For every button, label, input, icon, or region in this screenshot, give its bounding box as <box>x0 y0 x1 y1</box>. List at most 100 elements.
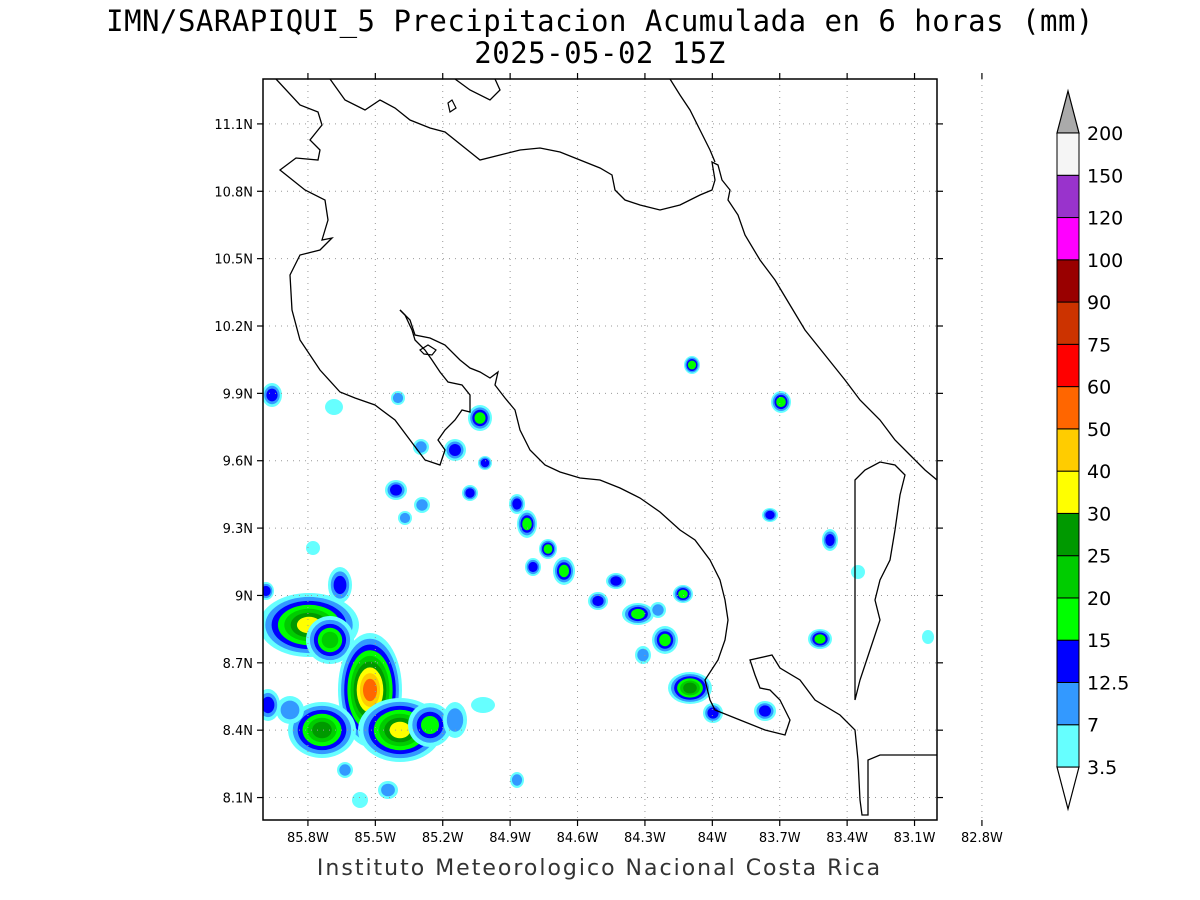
legend-swatch <box>1056 724 1080 768</box>
lat-tick-label: 11.1N <box>214 118 253 133</box>
lon-tick-label: 83.4W <box>826 831 868 846</box>
precip-contour <box>421 716 439 734</box>
precip-contour <box>522 517 532 531</box>
precipitation-field <box>263 356 934 808</box>
lat-tick-label: 10.8N <box>214 185 253 200</box>
legend-level-label: 30 <box>1087 503 1111 525</box>
legend-swatch <box>1056 217 1080 261</box>
lat-tick-label: 9.9N <box>223 387 253 402</box>
precip-contour <box>415 441 427 453</box>
precip-contour <box>558 564 570 578</box>
lon-tick-label: 85.8W <box>287 831 329 846</box>
lon-tick-label: 84.6W <box>557 831 599 846</box>
precip-contour <box>333 575 347 595</box>
precip-contour <box>543 544 553 554</box>
precip-contour <box>325 399 343 415</box>
legend-level-label: 3.5 <box>1087 757 1117 779</box>
precip-contour <box>399 512 411 524</box>
legend-level-label: 50 <box>1087 419 1111 441</box>
precip-contour <box>321 631 339 649</box>
precip-contour <box>637 648 649 662</box>
precip-contour <box>659 633 671 647</box>
lake-shore <box>454 79 501 101</box>
legend-swatch <box>1056 639 1080 683</box>
lon-tick-label: 85.2W <box>422 831 464 846</box>
legend-level-label: 120 <box>1087 208 1123 230</box>
precip-contour <box>511 774 523 786</box>
precip-contour <box>610 576 622 586</box>
legend-swatch <box>1056 174 1080 219</box>
map-axes: 11.1N 10.8N 10.5N 10.2N 9.9N 9.6N 9.3N 9N 8.7N 8.… <box>214 73 1003 846</box>
institution-credit: Instituto Meteorologico Nacional Costa R… <box>316 856 883 881</box>
precip-contour <box>263 696 275 714</box>
legend-swatch <box>1056 597 1080 641</box>
panama-border <box>854 461 906 701</box>
precip-contour <box>776 396 786 408</box>
island-north <box>447 99 457 113</box>
legend-level-label: 15 <box>1087 630 1111 652</box>
map-title: IMN/SARAPIQUI_5 Precipitacion Acumulada … <box>106 4 1094 38</box>
precip-contour <box>851 565 865 579</box>
precip-contour <box>392 392 404 404</box>
central-pacific-coastline <box>399 309 937 816</box>
precip-contour <box>381 783 395 797</box>
lon-tick-label: 84.9W <box>489 831 531 846</box>
precip-contour <box>759 705 771 717</box>
lon-tick-label: 83.1W <box>894 831 936 846</box>
lat-tick-label: 8.1N <box>223 792 253 807</box>
lat-tick-label: 8.4N <box>223 724 253 739</box>
legend-level-label: 200 <box>1087 123 1123 145</box>
precip-contour <box>825 534 835 546</box>
legend-level-label: 75 <box>1087 334 1111 356</box>
lon-tick-label: 83.7W <box>759 831 801 846</box>
legend-level-label: 100 <box>1087 250 1123 272</box>
legend-max-arrow <box>1056 88 1080 134</box>
precip-contour <box>814 634 826 644</box>
precip-contour <box>312 721 332 739</box>
lon-tick-label: 84W <box>698 831 728 846</box>
lon-tick-label: 82.8W <box>961 831 1003 846</box>
precip-contour <box>339 764 351 776</box>
legend-swatch <box>1056 132 1080 176</box>
precip-contour <box>687 360 697 370</box>
precip-contour <box>528 561 538 573</box>
lat-tick-label: 9.6N <box>223 455 253 470</box>
precip-contour <box>683 682 697 694</box>
coastline <box>275 79 937 816</box>
precip-contour <box>352 792 368 808</box>
legend-level-label: 20 <box>1087 588 1111 610</box>
caribbean-coastline <box>669 79 716 163</box>
legend-swatch <box>1056 301 1080 345</box>
precip-contour <box>474 412 486 424</box>
legend-level-label: 12.5 <box>1087 672 1129 694</box>
precip-contour <box>678 589 688 599</box>
precip-contour <box>922 630 934 644</box>
precip-contour <box>707 707 719 719</box>
precip-contour <box>512 498 522 510</box>
legend-min-arrow <box>1056 766 1080 812</box>
lat-tick-label: 9N <box>235 589 253 604</box>
legend-level-label: 90 <box>1087 292 1111 314</box>
pacific-coastline <box>275 79 471 466</box>
map-grid <box>263 79 983 820</box>
island-gulf-nicoya <box>419 344 437 356</box>
lat-tick-label: 10.2N <box>214 320 253 335</box>
lat-tick-label: 10.5N <box>214 253 253 268</box>
precip-contour <box>390 484 402 496</box>
northern-border <box>329 79 937 481</box>
precip-contour <box>765 510 775 520</box>
precip-contour <box>306 541 320 555</box>
legend-level-label: 60 <box>1087 377 1111 399</box>
legend-swatch <box>1056 512 1080 557</box>
lat-tick-label: 8.7N <box>223 657 253 672</box>
precip-contour <box>465 488 475 498</box>
precip-contour <box>480 458 490 468</box>
precip-contour <box>263 585 271 597</box>
legend-level-label: 7 <box>1087 715 1099 737</box>
precip-contour <box>266 388 278 402</box>
lat-tick-label: 9.3N <box>223 522 253 537</box>
legend-swatch <box>1056 428 1080 472</box>
legend-swatch <box>1056 386 1080 430</box>
legend-level-label: 40 <box>1087 461 1111 483</box>
